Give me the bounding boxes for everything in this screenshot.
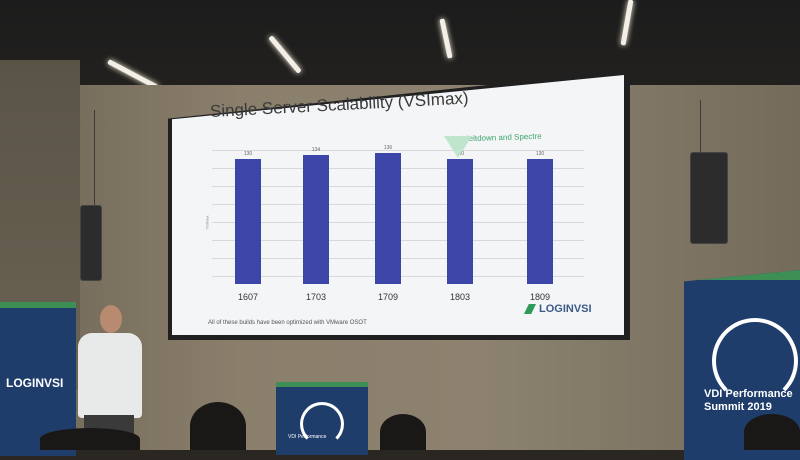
audience-head (190, 402, 246, 450)
chart-bar (303, 154, 329, 284)
loginvsi-logo-icon (524, 304, 536, 314)
chart-category-label: 1803 (449, 292, 471, 302)
chart-category-label: 1709 (377, 292, 399, 302)
presenter-head (100, 305, 122, 333)
lectern-text: VDI Performance (288, 434, 327, 440)
speaker-wire (700, 100, 701, 152)
slide-logo: LOGINVSI (524, 303, 592, 315)
chart-gridline (212, 150, 584, 151)
presenter-shirt (78, 333, 142, 418)
right-banner-text: VDI Performance Summit 2019 (704, 388, 793, 414)
left-banner-logo: LOGINVSI (6, 376, 64, 390)
chart-bar (527, 158, 553, 284)
chart-data-label: 130 (243, 150, 253, 157)
left-speaker (80, 205, 102, 281)
right-banner-line2: Summit 2019 (704, 401, 772, 413)
chart-bar (235, 158, 261, 284)
audience-head (744, 414, 800, 450)
chart-y-axis-label: VSImax (204, 215, 210, 230)
chart-data-label: 130 (535, 150, 545, 157)
chart-category-label: 1607 (237, 292, 259, 302)
chart-category-label: 1703 (305, 292, 327, 302)
chart-data-label: 136 (383, 144, 393, 151)
right-speaker (690, 152, 728, 244)
audience-head (380, 414, 426, 450)
slide-footnote: All of these builds have been optimized … (208, 320, 367, 326)
chart-data-label: 134 (311, 146, 321, 153)
chart-bar (447, 158, 473, 284)
right-banner-line1: VDI Performance (704, 388, 793, 400)
speaker-wire (94, 110, 95, 205)
gauge-icon (300, 402, 344, 446)
audience-head (40, 428, 140, 450)
chart-bar (375, 152, 401, 284)
slide-logo-text: LOGINVSI (539, 303, 592, 315)
gauge-icon (712, 318, 798, 404)
chart-category-label: 1809 (529, 292, 551, 302)
down-arrow-icon (444, 136, 472, 158)
